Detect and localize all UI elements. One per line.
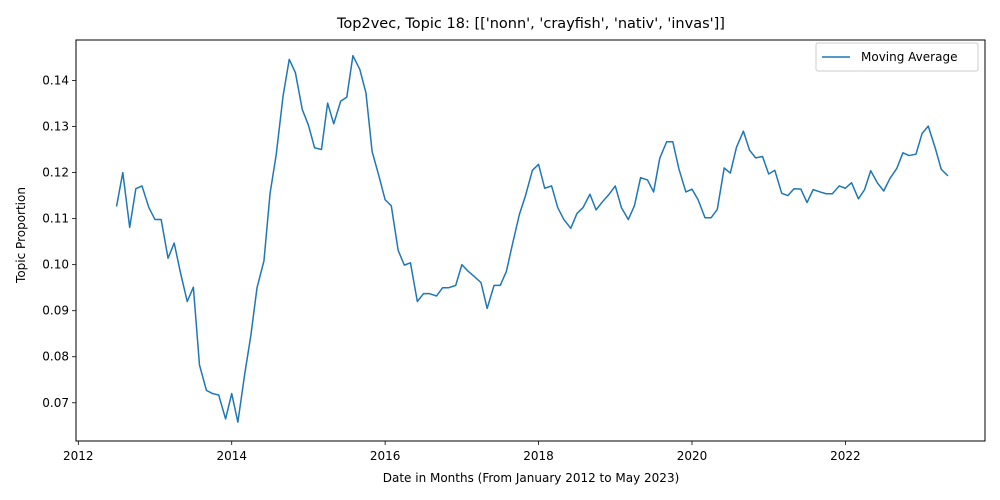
y-axis: 0.07 0.08 0.09 0.10 0.11 0.12 0.13 0.14 <box>42 74 76 410</box>
y-tick-label: 0.08 <box>42 350 69 364</box>
x-tick-label: 2012 <box>63 449 94 463</box>
x-axis-label: Date in Months (From January 2012 to May… <box>383 471 680 485</box>
y-tick-label: 0.12 <box>42 166 69 180</box>
x-tick-label: 2018 <box>523 449 554 463</box>
x-tick-label: 2022 <box>830 449 861 463</box>
x-tick-label: 2014 <box>216 449 247 463</box>
y-tick-label: 0.07 <box>42 396 69 410</box>
y-tick-label: 0.14 <box>42 74 69 88</box>
legend: Moving Average <box>815 42 979 72</box>
legend-box <box>815 42 979 72</box>
y-tick-label: 0.13 <box>42 120 69 134</box>
x-axis: 2012 2014 2016 2018 2020 2022 <box>63 441 861 463</box>
chart-title: Top2vec, Topic 18: [['nonn', 'crayfish',… <box>336 16 725 32</box>
x-tick-label: 2016 <box>370 449 401 463</box>
series-line-moving-average <box>115 54 949 423</box>
plot-frame <box>75 39 986 442</box>
x-tick-label: 2020 <box>677 449 708 463</box>
y-tick-label: 0.09 <box>42 304 69 318</box>
y-tick-label: 0.10 <box>42 258 69 272</box>
y-tick-label: 0.11 <box>42 212 69 226</box>
legend-entry-moving-average: Moving Average <box>861 50 957 64</box>
y-axis-label: Topic Proportion <box>14 187 28 284</box>
plot-area <box>75 39 986 442</box>
